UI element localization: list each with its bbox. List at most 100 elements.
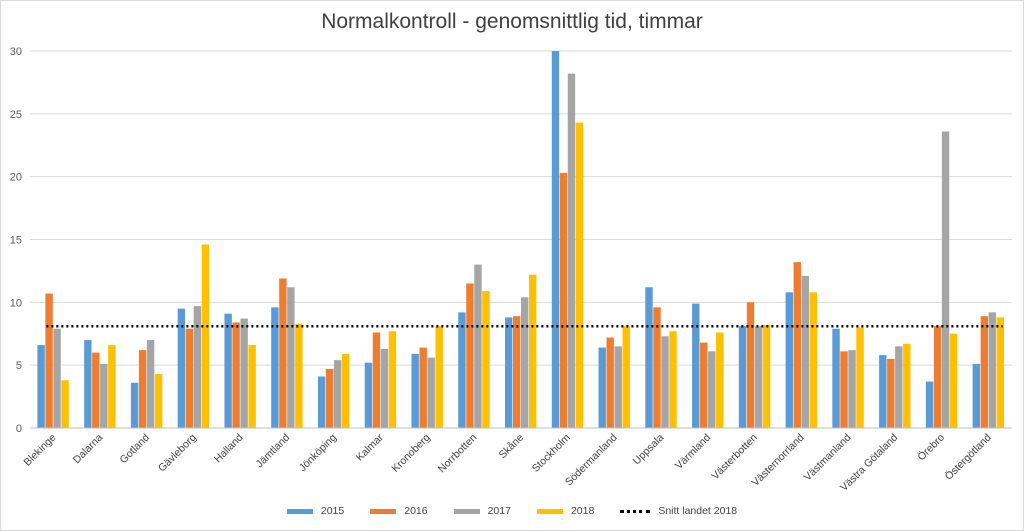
bar-2017: [521, 297, 529, 428]
bar-2016: [419, 347, 427, 428]
bar-2018: [949, 333, 958, 428]
bar-2015: [37, 345, 45, 428]
bar-2018: [341, 353, 350, 428]
x-tick-label: Skåne: [497, 432, 527, 462]
legend-label-average: Snitt landet 2018: [658, 505, 738, 517]
bar-2018: [154, 373, 163, 428]
bar-2018: [716, 332, 724, 428]
bar-2015: [879, 355, 887, 428]
x-tick-label: Östergötland: [943, 432, 994, 483]
legend-swatch-2017: [453, 508, 480, 514]
bar-2017: [801, 275, 809, 428]
bar-2016: [793, 262, 801, 428]
bar-2015: [458, 312, 466, 428]
chart-legend: 2015 2016 2017 2018 Snitt landet 2018: [0, 505, 1024, 517]
x-tick-label: Blekinge: [22, 432, 59, 469]
bar-2017: [380, 348, 389, 428]
bar-2016: [45, 293, 53, 428]
bar-2018: [435, 326, 443, 428]
x-tick-label: Värmland: [673, 432, 713, 472]
x-tick-label: Jämtland: [254, 432, 293, 471]
bar-2017: [287, 287, 295, 428]
legend-label-2015: 2015: [320, 505, 345, 517]
x-tick-label: Kalmar: [354, 431, 386, 463]
y-tick-label: 15: [10, 235, 22, 247]
bar-2016: [372, 332, 381, 428]
legend-label-2016: 2016: [404, 505, 428, 517]
x-tick-label: Västmanland: [802, 432, 854, 484]
bar-2015: [411, 353, 419, 428]
bar-2018: [201, 244, 210, 428]
bar-2017: [614, 346, 622, 428]
y-tick-label: 0: [16, 423, 22, 435]
y-tick-label: 25: [10, 109, 22, 121]
y-tick-label: 10: [10, 297, 22, 309]
legend-item-average: Snitt landet 2018: [620, 505, 737, 517]
bar-2016: [513, 316, 521, 428]
bar-2017: [427, 357, 435, 428]
bar-2016: [653, 307, 661, 428]
bar-2018: [669, 331, 677, 428]
x-tick-label: Örebro: [915, 432, 947, 464]
bar-2017: [988, 312, 997, 428]
bar-2017: [240, 318, 248, 428]
bar-2015: [364, 362, 373, 428]
bar-2017: [708, 351, 716, 428]
bar-2015: [505, 317, 513, 428]
bar-2016: [559, 172, 568, 428]
bar-2015: [598, 347, 606, 428]
x-tick-label: Norrbotten: [436, 432, 480, 476]
bar-2017: [941, 131, 950, 428]
bar-2018: [903, 343, 911, 428]
chart-title: Normalkontroll - genomsnittlig tid, timm…: [321, 10, 703, 33]
legend-label-2018: 2018: [570, 505, 595, 517]
bar-2015: [925, 381, 934, 428]
bar-2018: [388, 331, 397, 428]
legend-item-2017: 2017: [453, 505, 511, 517]
legend-item-2018: 2018: [536, 505, 595, 517]
bar-2017: [848, 350, 856, 428]
bar-2015: [84, 340, 92, 428]
bar-2018: [482, 291, 490, 428]
x-tick-label: Gotland: [118, 432, 153, 467]
bar-2017: [567, 73, 576, 429]
bar-2015: [832, 328, 840, 428]
x-tick-label: Dalarna: [71, 432, 106, 467]
bar-2015: [692, 303, 700, 428]
legend-label-2017: 2017: [487, 505, 511, 517]
bar-2018: [856, 327, 864, 428]
legend-item-2015: 2015: [286, 505, 345, 517]
bar-2017: [895, 346, 903, 428]
bar-2016: [840, 351, 848, 428]
y-tick-label: 5: [16, 360, 22, 372]
bar-2016: [887, 358, 895, 428]
bar-2016: [700, 342, 708, 428]
bar-2015: [224, 313, 232, 428]
x-tick-label: Stockholm: [530, 431, 573, 474]
bar-2016: [92, 352, 100, 428]
bar-2015: [130, 382, 139, 428]
bar-2017: [474, 264, 482, 428]
y-tick-label: 30: [10, 46, 22, 58]
bar-2015: [317, 376, 326, 428]
bar-2016: [746, 302, 755, 428]
bar-2017: [100, 363, 108, 428]
chart-plot: 0 5 10 15 20 25 30 Blekinge Dalarna Gotland Gävleb…: [10, 46, 1012, 494]
legend-swatch-2015: [286, 508, 313, 514]
bar-2016: [138, 350, 147, 428]
legend-item-2016: 2016: [370, 505, 428, 517]
bar-2017: [146, 340, 155, 428]
x-tick-label: Jönköping: [297, 432, 339, 474]
bar-2018: [61, 380, 69, 428]
bar-2018: [809, 292, 817, 428]
x-tick-label: Uppsala: [631, 432, 667, 468]
bar-2016: [606, 337, 614, 428]
y-tick-label: 20: [10, 172, 22, 184]
x-tick-label: Västerbotten: [709, 432, 760, 483]
x-tick-label: Kronoberg: [389, 432, 432, 475]
bar-2016: [279, 278, 287, 428]
bar-2017: [661, 336, 669, 428]
bar-2017: [193, 306, 202, 428]
legend-swatch-average: [620, 509, 651, 513]
bar-2015: [271, 307, 279, 428]
